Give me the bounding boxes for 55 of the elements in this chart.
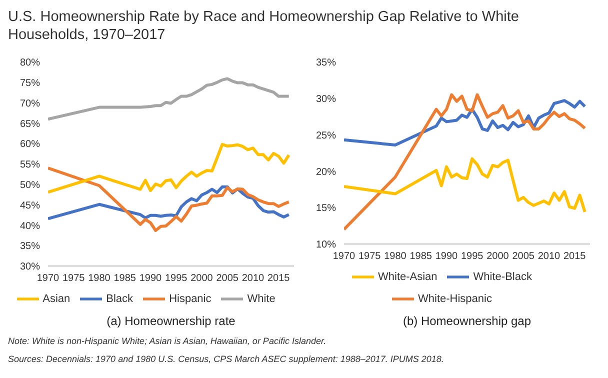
- legend-label: White-Asian: [378, 270, 438, 283]
- x-tick-label: 1985: [410, 251, 432, 262]
- y-tick-label: 45%: [20, 200, 40, 212]
- source-note: Sources: Decennials: 1970 and 1980 U.S. Census, CPS March ASEC supplement: 1988–2017. IPUMS 2018.: [8, 353, 445, 366]
- x-axis-title: (a) Homeownership rate: [106, 314, 236, 328]
- line-series: [344, 93, 586, 231]
- legend-label: White: [247, 292, 276, 305]
- y-tick-label: 30%: [20, 262, 40, 273]
- x-tick-label: 1980: [384, 251, 407, 262]
- x-tick-label: 1975: [358, 251, 382, 262]
- x-tick-label: 1970: [36, 273, 60, 284]
- x-tick-label: 2010: [242, 273, 265, 284]
- line-series: [48, 166, 290, 232]
- y-tick-label: 50%: [20, 180, 40, 191]
- x-tick-label: 2000: [190, 273, 214, 284]
- y-tick-label: 55%: [20, 160, 40, 171]
- x-tick-label: 1990: [435, 251, 458, 262]
- y-tick-label: 30%: [316, 94, 336, 105]
- y-tick-label: 10%: [316, 240, 336, 251]
- legend-label: White-Black: [473, 270, 532, 283]
- line-series: [344, 99, 586, 146]
- line-series: [48, 142, 290, 194]
- x-tick-label: 1995: [165, 273, 188, 284]
- x-axis-title: (b) Homeownership gap: [402, 314, 532, 328]
- legend-label: Hispanic: [169, 292, 212, 305]
- x-tick-label: 1990: [139, 273, 162, 284]
- y-tick-label: 20%: [316, 166, 336, 178]
- x-tick-label: 2015: [564, 251, 586, 262]
- y-tick-label: 15%: [316, 203, 336, 214]
- x-tick-label: 1995: [461, 251, 484, 262]
- y-tick-label: 60%: [20, 139, 40, 150]
- y-tick-label: 25%: [316, 130, 336, 142]
- x-tick-label: 2005: [512, 251, 535, 262]
- chart-title: U.S. Homeownership Rate by Race and Homeownership Gap Relative to White Households, 1970–2017: [8, 8, 520, 44]
- x-tick-label: 2015: [268, 273, 290, 284]
- legend-label: White-Hispanic: [418, 292, 492, 305]
- line-series: [48, 77, 290, 121]
- legend-label: Asian: [42, 292, 70, 305]
- y-tick-label: 70%: [20, 98, 40, 110]
- y-tick-label: 35%: [20, 241, 40, 252]
- legend-label: Black: [106, 292, 134, 305]
- x-tick-label: 1970: [332, 251, 356, 262]
- y-tick-label: 65%: [20, 118, 40, 130]
- x-tick-label: 2005: [216, 273, 239, 284]
- x-tick-label: 2000: [486, 251, 510, 262]
- x-tick-label: 1975: [62, 273, 86, 284]
- y-tick-label: 35%: [316, 58, 336, 69]
- y-tick-label: 75%: [20, 78, 40, 89]
- x-tick-label: 2010: [538, 251, 561, 262]
- text: Note: White is non-Hispanic White; Asian is Asian, Hawaiian, or Pacific Islander.: [8, 335, 328, 348]
- y-tick-label: 80%: [20, 58, 40, 69]
- y-tick-label: 40%: [20, 220, 40, 232]
- x-tick-label: 1985: [114, 273, 136, 284]
- x-tick-label: 1980: [88, 273, 111, 284]
- line-series: [344, 157, 586, 214]
